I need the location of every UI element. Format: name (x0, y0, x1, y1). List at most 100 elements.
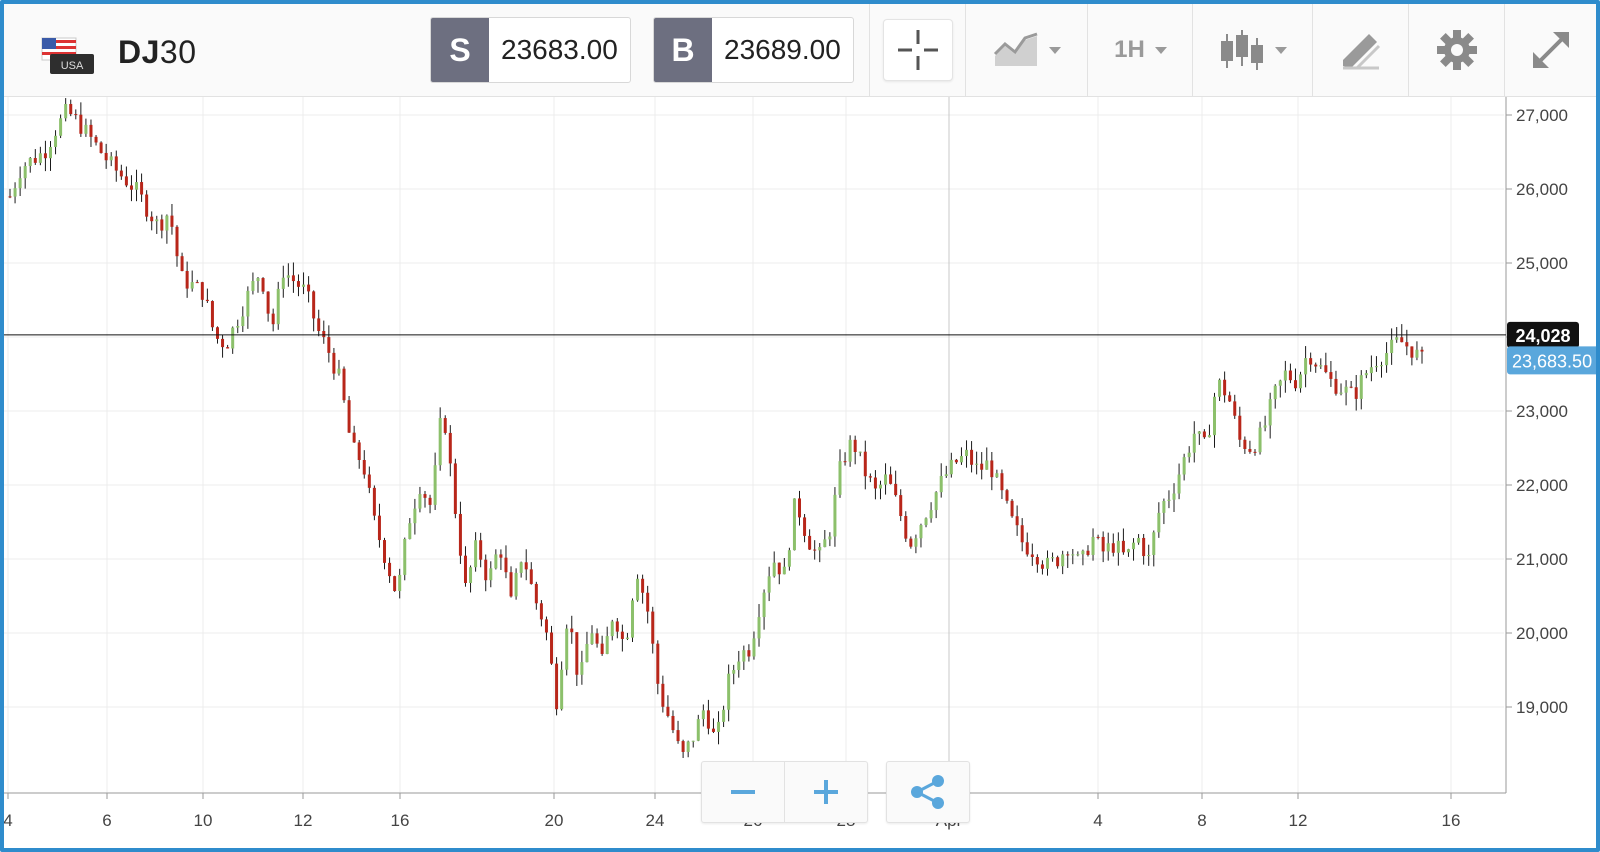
candle-body (575, 632, 579, 675)
candle-body (565, 628, 569, 670)
interval-dropdown[interactable]: 1H (1087, 4, 1193, 96)
candle-body (590, 633, 594, 644)
crosshair-tool[interactable] (869, 4, 966, 96)
candle-body (79, 114, 83, 134)
y-tick-label: 26,000 (1516, 180, 1568, 199)
candle-body (226, 347, 230, 349)
candle-body (418, 494, 422, 509)
candle-body (1293, 380, 1297, 389)
candle-body (889, 474, 893, 484)
zoom-in-button[interactable] (785, 762, 867, 822)
draw-tools-button[interactable] (1312, 4, 1409, 96)
candle-body (722, 709, 726, 722)
candle-body (433, 465, 437, 505)
chevron-down-icon (1154, 46, 1167, 54)
candle-body (742, 650, 746, 662)
candle-body (524, 562, 528, 570)
candle-body (894, 483, 898, 496)
y-tick-label: 27,000 (1516, 106, 1568, 125)
candle-body (787, 550, 791, 567)
candle-body (646, 592, 650, 612)
candle-body (980, 463, 984, 470)
chevron-down-icon (1049, 46, 1061, 54)
buy-quote-button[interactable]: B 23689.00 (653, 17, 854, 83)
candle-body (792, 498, 796, 551)
candle-body (1349, 386, 1353, 388)
candle-body (1142, 537, 1146, 557)
candle-body (33, 158, 37, 163)
candlestick-chart[interactable]: 27,00026,00025,00024,00023,00022,00021,0… (4, 97, 1596, 848)
candle-body (347, 400, 351, 433)
candle-body (1025, 542, 1029, 555)
candle-body (367, 474, 371, 488)
x-tick-label: 16 (1442, 811, 1461, 830)
candle-body (853, 439, 857, 452)
candle-body (1400, 337, 1404, 343)
candle-body (1116, 540, 1120, 553)
candle-body (261, 278, 265, 292)
candle-body (1420, 349, 1424, 352)
candle-body (899, 495, 903, 517)
sell-tag: S (431, 18, 489, 82)
candle-body (1380, 365, 1384, 367)
candle-body (1061, 554, 1065, 567)
zoom-out-button[interactable] (702, 762, 784, 822)
sell-price: 23683.00 (501, 34, 618, 65)
settings-button[interactable] (1408, 4, 1505, 96)
candle-body (1010, 500, 1014, 517)
candle-body (307, 284, 311, 292)
candle-body (246, 290, 250, 317)
candle-body (970, 449, 974, 465)
candle-body (762, 592, 766, 618)
candle-body (99, 142, 103, 153)
candle-body (666, 706, 670, 716)
candle-body (701, 710, 705, 720)
candle-body (423, 494, 427, 498)
expand-icon (1533, 32, 1569, 68)
candle-body (1238, 415, 1242, 440)
candle-body (995, 473, 999, 478)
current-price-badge (1507, 346, 1596, 375)
candle-body (281, 277, 285, 289)
x-tick-label: 4 (4, 811, 13, 830)
x-tick-label: 4 (1093, 811, 1102, 830)
candle-style-dropdown[interactable] (1192, 4, 1313, 96)
price-chart[interactable]: 27,00026,00025,00024,00023,00022,00021,0… (4, 97, 1596, 848)
draw-pencil-icon (1343, 34, 1381, 70)
candle-body (813, 549, 817, 551)
candle-body (150, 216, 154, 222)
candle-body (550, 632, 554, 664)
candle-body (438, 418, 442, 466)
candle-body (231, 327, 235, 349)
candle-body (1167, 499, 1171, 501)
share-button[interactable] (886, 761, 970, 823)
candle-body (145, 194, 149, 217)
chart-type-dropdown[interactable] (965, 4, 1088, 96)
candle-body (175, 226, 179, 257)
fullscreen-button[interactable] (1504, 4, 1596, 96)
sell-quote-button[interactable]: S 23683.00 (430, 17, 631, 83)
x-tick-label: 24 (646, 811, 665, 830)
candle-body (489, 568, 493, 581)
y-tick-label: 20,000 (1516, 624, 1568, 643)
candle-body (803, 517, 807, 536)
candle-body (170, 215, 174, 227)
candle-body (1066, 554, 1070, 556)
candle-body (271, 313, 275, 325)
candle-body (954, 459, 958, 463)
candle-body (1299, 374, 1303, 389)
candle-body (362, 460, 366, 475)
minus-icon (731, 790, 755, 794)
candle-body (312, 291, 316, 319)
candle-body (114, 156, 118, 171)
candle-body (1339, 392, 1343, 394)
candle-body (747, 650, 751, 657)
candle-body (1015, 516, 1019, 526)
candle-body (843, 461, 847, 463)
candle-body (332, 352, 336, 374)
candle-body (1243, 439, 1247, 449)
candle-body (625, 637, 629, 639)
candle-body (529, 569, 533, 584)
candle-body (711, 728, 715, 732)
symbol-suffix: 30 (159, 34, 197, 70)
